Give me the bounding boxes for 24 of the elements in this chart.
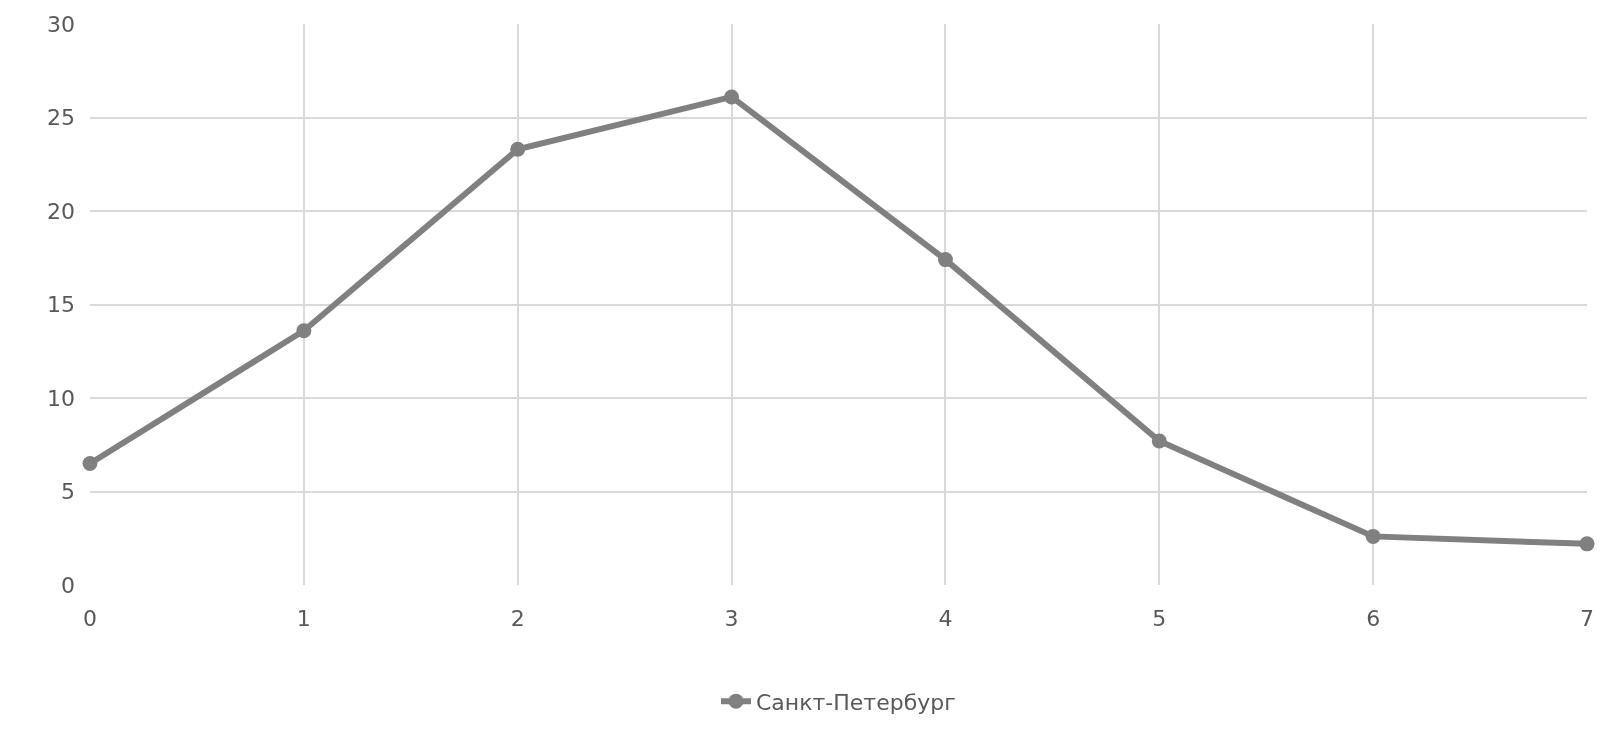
- point: [1365, 528, 1381, 544]
- y-tick-label: 10: [47, 385, 75, 411]
- x-tick-label: 7: [1580, 606, 1594, 631]
- point: [937, 252, 953, 268]
- x-tick-label: 6: [1366, 606, 1381, 631]
- legend-label: Санкт-Петербург: [756, 689, 956, 715]
- point: [510, 141, 526, 157]
- x-tick-label: 5: [1152, 606, 1167, 631]
- point: [724, 89, 740, 105]
- x-tick-label: 0: [83, 606, 97, 631]
- x-tick-label: 4: [938, 606, 953, 631]
- y-tick-label: 0: [61, 572, 75, 598]
- y-tick-label: 5: [61, 479, 75, 505]
- x-tick-label: 1: [296, 606, 311, 631]
- y-tick-label: 30: [47, 11, 75, 37]
- y-tick-label: 20: [47, 198, 75, 224]
- point: [1579, 536, 1595, 552]
- point: [82, 455, 98, 471]
- x-tick-label: 3: [724, 606, 739, 631]
- y-tick-label: 15: [47, 292, 75, 318]
- y-tick-label: 25: [47, 105, 75, 131]
- point: [1151, 433, 1167, 449]
- point: [296, 323, 312, 339]
- x-tick-label: 2: [510, 606, 525, 631]
